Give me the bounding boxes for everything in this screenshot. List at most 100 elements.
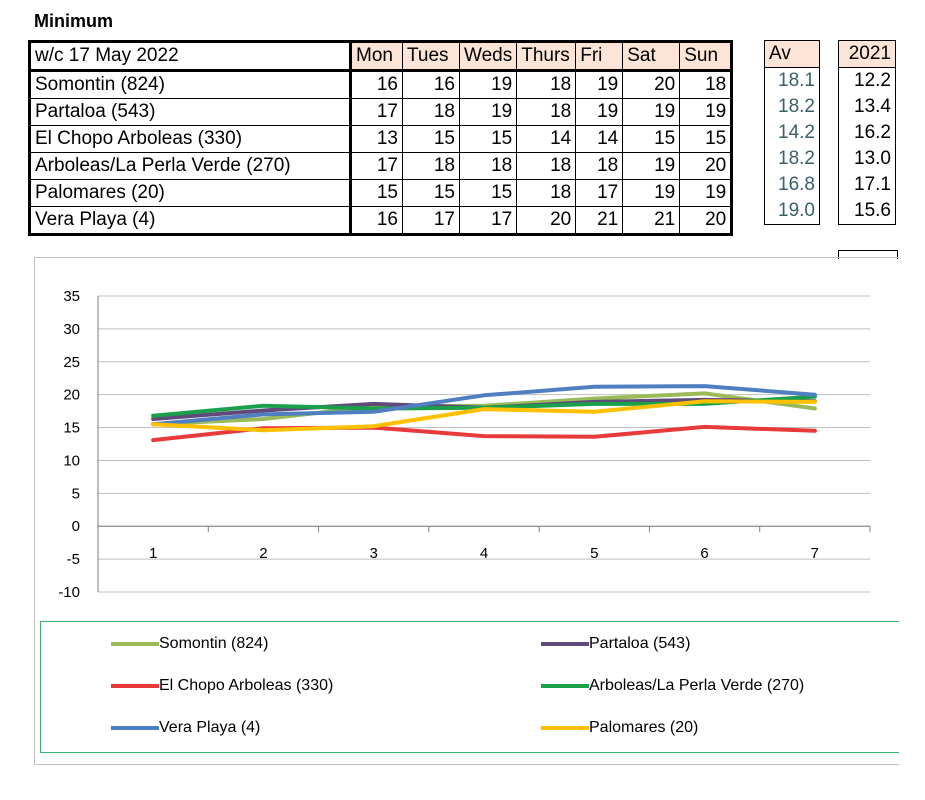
table-row: Somontin (824) 16 16 19 18 19 20 18 — [29, 70, 733, 99]
x-tick-label: 3 — [370, 545, 378, 562]
day-header-thu: Thurs — [516, 41, 577, 72]
av-cell: 16.8 — [764, 172, 820, 198]
table-cell: 20 — [679, 206, 733, 235]
day-header-wed: Weds — [458, 41, 518, 72]
legend-swatch — [111, 642, 159, 646]
table-cell: 20 — [679, 152, 733, 180]
table-row: Partaloa (543) 17 18 19 18 19 19 19 — [29, 98, 733, 126]
table-cell: 15 — [402, 125, 460, 153]
prev-year-cell: 17.1 — [838, 172, 896, 198]
legend-swatch — [541, 642, 589, 646]
legend-item: Palomares (20) — [541, 716, 698, 740]
year-header: 2021 — [838, 40, 896, 68]
legend-label: El Chopo Arboleas (330) — [159, 677, 334, 694]
day-header-tue: Tues — [402, 41, 460, 72]
prev-year-cell: 13.0 — [838, 146, 896, 172]
table-cell: 17 — [350, 152, 403, 180]
prev-year-cell: 13.4 — [838, 94, 896, 120]
av-cell: 14.2 — [764, 120, 820, 146]
table-cell: 19 — [679, 98, 733, 126]
table-row: El Chopo Arboleas (330) 13 15 15 14 14 1… — [29, 125, 733, 153]
table-cell: 18 — [402, 152, 460, 180]
y-tick-label: 5 — [72, 485, 80, 502]
table-cell: 18 — [458, 152, 518, 180]
prev-year-cell: 12.2 — [838, 67, 896, 94]
day-header-sat: Sat — [622, 41, 681, 72]
legend-label: Vera Playa (4) — [159, 719, 261, 736]
table-cell: 19 — [458, 98, 518, 126]
y-tick-label: 0 — [72, 518, 80, 535]
series-line — [151, 399, 817, 433]
table-cell: 16 — [350, 206, 403, 235]
legend-item: El Chopo Arboleas (330) — [111, 674, 333, 698]
chart-legend: Somontin (824) Partaloa (543) El Chopo Arb… — [40, 621, 899, 753]
table-cell: 19 — [622, 179, 681, 207]
table-cell: 18 — [516, 98, 577, 126]
av-header: Av — [764, 40, 820, 68]
legend-item: Somontin (824) — [111, 632, 268, 656]
legend-item: Arboleas/La Perla Verde (270) — [541, 674, 804, 698]
table-cell: 15 — [458, 125, 518, 153]
av-cell: 19.0 — [764, 198, 820, 225]
x-tick-label: 2 — [259, 545, 267, 562]
legend-swatch — [111, 726, 159, 730]
table-cell: 21 — [622, 206, 681, 235]
table-border-fragment — [838, 250, 898, 259]
legend-item: Vera Playa (4) — [111, 716, 260, 740]
legend-label: Somontin (824) — [159, 635, 269, 652]
week-label: w/c 17 May 2022 — [29, 41, 352, 72]
table-cell: 16 — [350, 70, 403, 99]
table-cell: 13 — [350, 125, 403, 153]
table-row: Vera Playa (4) 16 17 17 20 21 21 20 — [29, 206, 733, 235]
table-cell: 15 — [679, 125, 733, 153]
x-tick-label: 7 — [811, 545, 819, 562]
table-cell: 19 — [679, 179, 733, 207]
average-column: Av 18.1 18.2 14.2 18.2 16.8 19.0 — [764, 40, 820, 225]
prev-year-cell: 15.6 — [838, 198, 896, 225]
y-tick-label: 20 — [63, 387, 80, 404]
previous-year-column: 2021 12.2 13.4 16.2 13.0 17.1 15.6 — [838, 40, 896, 225]
table-cell: 16 — [402, 70, 460, 99]
table-cell: 15 — [458, 179, 518, 207]
table-row: Palomares (20) 15 15 15 18 17 19 19 — [29, 179, 733, 207]
table-cell: 19 — [458, 70, 518, 99]
table-cell: 19 — [622, 152, 681, 180]
table-cell: 17 — [402, 206, 460, 235]
station-name: Palomares (20) — [29, 179, 352, 207]
table-cell: 14 — [516, 125, 577, 153]
table-cell: 18 — [679, 70, 733, 99]
station-name: Partaloa (543) — [29, 98, 352, 126]
day-header-sun: Sun — [679, 41, 733, 72]
table-cell: 18 — [516, 70, 577, 99]
legend-swatch — [541, 726, 589, 730]
table-cell: 17 — [575, 179, 624, 207]
table-cell: 19 — [575, 98, 624, 126]
x-tick-label: 1 — [149, 545, 157, 562]
y-tick-label: -10 — [58, 584, 80, 601]
legend-label: Palomares (20) — [589, 719, 699, 736]
chart-area — [34, 257, 899, 765]
y-tick-label: 30 — [63, 321, 80, 338]
station-name: Somontin (824) — [29, 70, 352, 99]
table-cell: 17 — [458, 206, 518, 235]
legend-label: Arboleas/La Perla Verde (270) — [589, 677, 805, 694]
av-cell: 18.1 — [764, 67, 820, 94]
x-tick-label: 5 — [590, 545, 598, 562]
table-cell: 20 — [516, 206, 577, 235]
y-tick-label: 15 — [63, 420, 80, 437]
station-name: El Chopo Arboleas (330) — [29, 125, 352, 153]
series-line — [151, 384, 817, 427]
y-tick-label: 35 — [63, 288, 80, 305]
page-title: Minimum — [34, 11, 113, 31]
y-tick-label: -5 — [67, 551, 80, 568]
table-cell: 19 — [622, 98, 681, 126]
prev-year-cell: 16.2 — [838, 120, 896, 146]
av-cell: 18.2 — [764, 146, 820, 172]
legend-item: Partaloa (543) — [541, 632, 690, 656]
y-tick-label: 10 — [63, 452, 80, 469]
legend-swatch — [541, 684, 589, 688]
av-cell: 18.2 — [764, 94, 820, 120]
minimum-temperature-table: w/c 17 May 2022 Mon Tues Weds Thurs Fri … — [28, 40, 734, 236]
legend-label: Partaloa (543) — [589, 635, 691, 652]
